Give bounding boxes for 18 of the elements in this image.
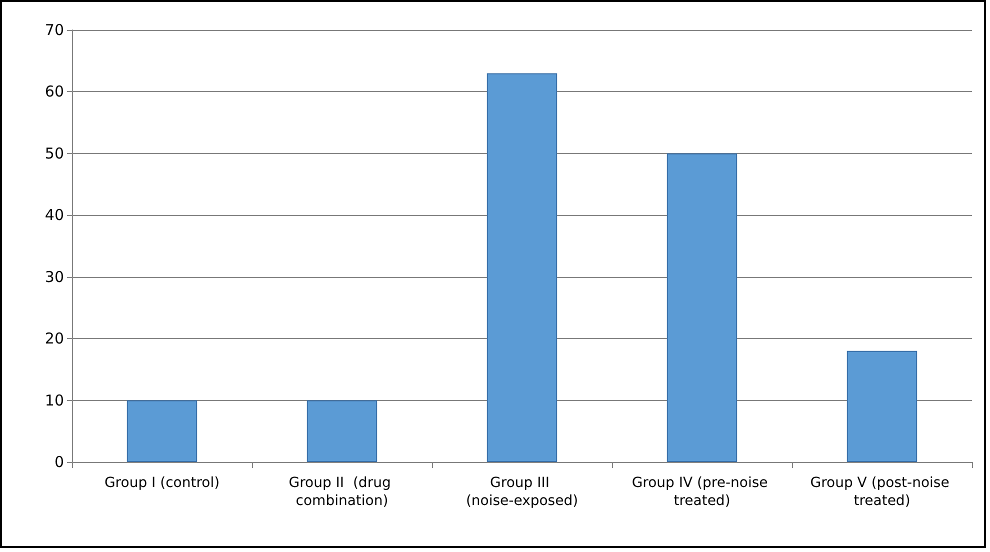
- y-tick-label: 0: [54, 453, 64, 471]
- x-tick-label: Group IV (pre-noise treated): [632, 475, 772, 509]
- y-tick-label: 70: [44, 21, 64, 39]
- y-tick-label: 10: [44, 391, 64, 410]
- bar: [666, 153, 738, 462]
- bar: [486, 73, 558, 462]
- y-tick-label: 50: [44, 144, 64, 162]
- bar: [846, 350, 918, 462]
- y-tick-label: 60: [44, 82, 64, 101]
- x-tick-label: Group III (noise-exposed): [466, 475, 578, 509]
- bar: [126, 400, 198, 462]
- x-tick-label: Group I (control): [104, 475, 220, 491]
- y-tick-label: 30: [44, 268, 64, 286]
- x-tick-label: Group V (post-noise treated): [810, 475, 954, 509]
- x-tick-label: Group II (drug combination): [288, 475, 396, 509]
- bar: [306, 400, 378, 462]
- y-tick-label: 40: [44, 206, 64, 224]
- y-tick-label: 20: [44, 330, 64, 348]
